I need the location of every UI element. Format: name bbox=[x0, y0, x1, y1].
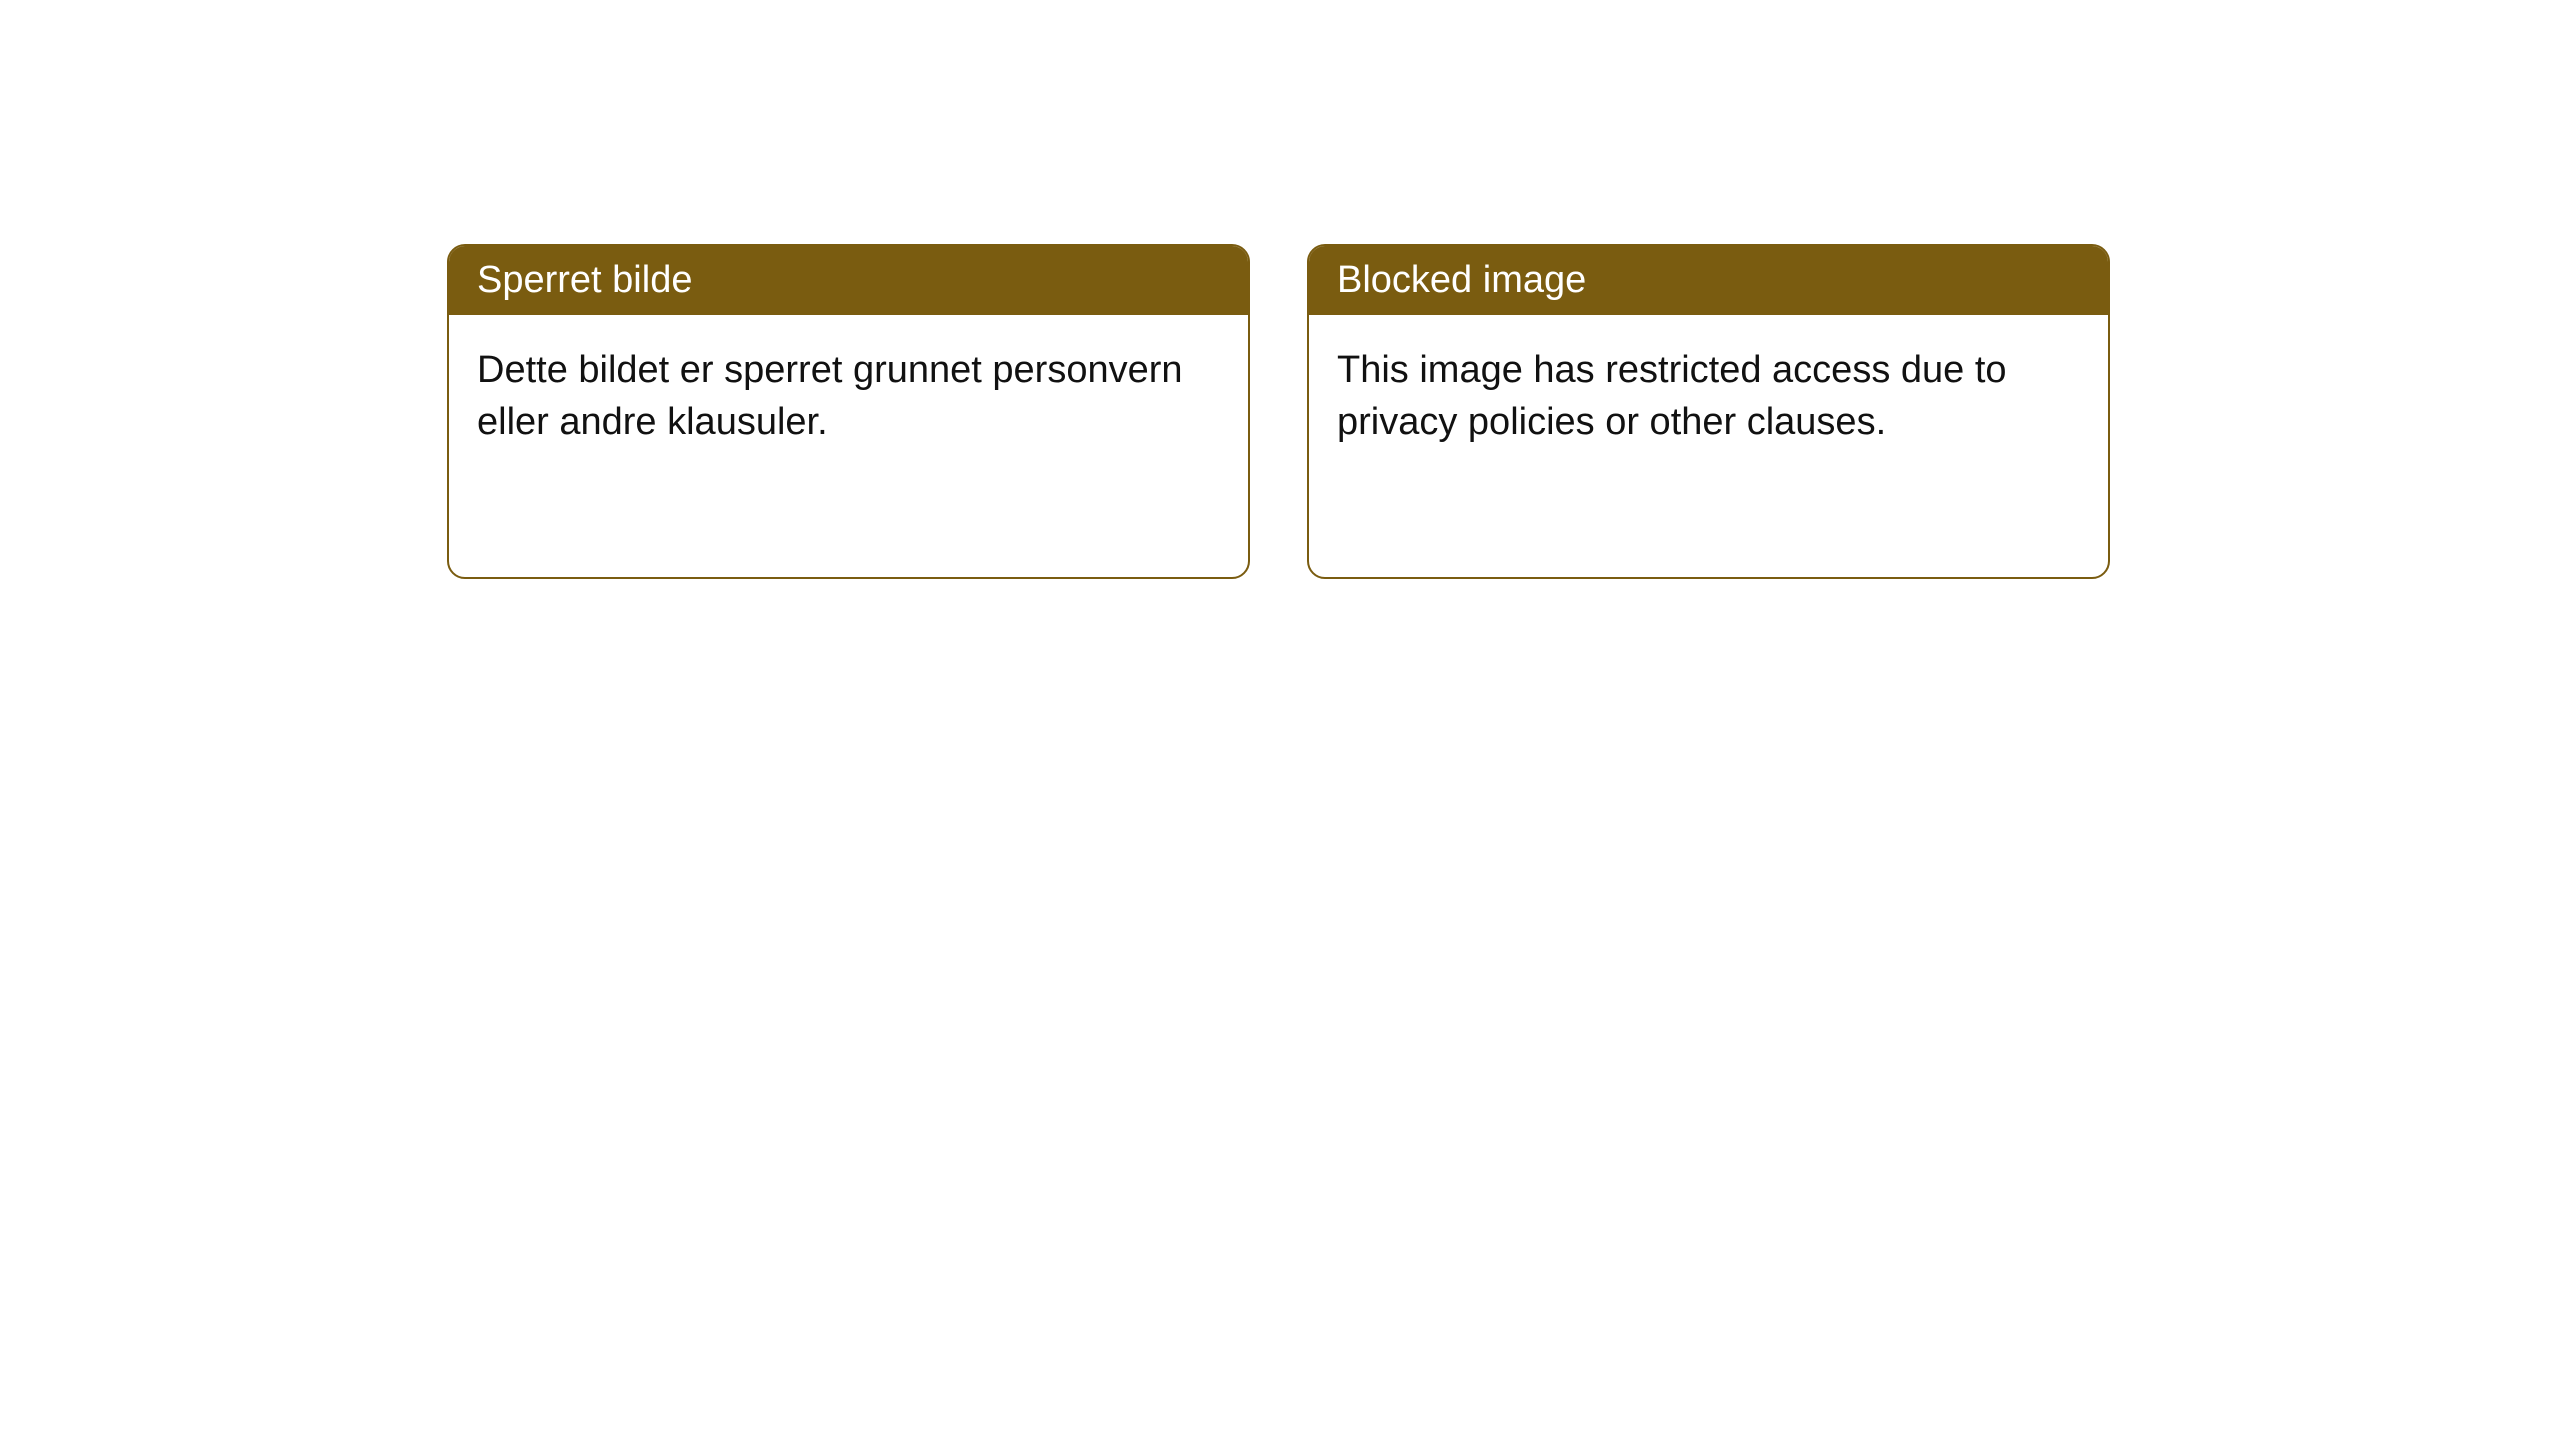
notice-card-english: Blocked image This image has restricted … bbox=[1307, 244, 2110, 579]
notice-card-norwegian: Sperret bilde Dette bildet er sperret gr… bbox=[447, 244, 1250, 579]
notice-body: This image has restricted access due to … bbox=[1309, 315, 2108, 478]
notice-title: Sperret bilde bbox=[449, 246, 1248, 315]
notice-title: Blocked image bbox=[1309, 246, 2108, 315]
notice-container: Sperret bilde Dette bildet er sperret gr… bbox=[447, 244, 2110, 579]
notice-body: Dette bildet er sperret grunnet personve… bbox=[449, 315, 1248, 478]
